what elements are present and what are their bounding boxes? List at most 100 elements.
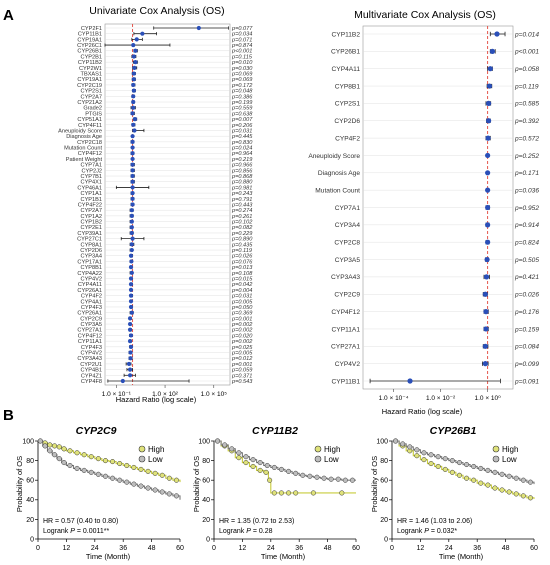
censor-mark (464, 461, 470, 468)
censor-mark (485, 482, 491, 488)
x-tick-label: 0 (212, 545, 216, 552)
y-tick-label: 80 (380, 458, 388, 465)
hazard-ratio-point (130, 236, 135, 241)
km-logrank-text: Logrank P = 0.032* (397, 528, 457, 535)
hazard-ratio-point (128, 287, 134, 293)
censor-mark (286, 490, 292, 496)
censor-mark (492, 485, 498, 491)
y-tick-label: 0 (30, 536, 34, 543)
row-label: CYP2D6 (80, 248, 102, 254)
p-value-label: p=0.371 (231, 373, 252, 379)
censor-mark (456, 460, 463, 466)
row-label: CYP11B2 (332, 31, 361, 38)
legend-marker (314, 455, 322, 463)
row-label: Grade2 (83, 106, 102, 112)
censor-mark (271, 464, 277, 471)
y-tick-label: 100 (376, 438, 388, 445)
y-tick-label: 100 (198, 438, 210, 445)
censor-mark (421, 450, 427, 456)
censor-mark (335, 476, 341, 482)
hazard-ratio-point (130, 168, 135, 173)
row-label: CYP4F11 (78, 123, 102, 129)
censor-mark (166, 491, 172, 497)
censor-mark (421, 457, 427, 463)
row-label: CYP2D6 (334, 118, 360, 125)
y-tick-label: 100 (22, 438, 34, 445)
censor-mark (88, 454, 94, 460)
row-label: CYP26A1 (77, 311, 102, 317)
p-value-label: p=0.069 (231, 72, 252, 78)
censor-mark (478, 480, 484, 486)
p-value-label: p=0.914 (514, 222, 539, 229)
row-label: CYP26C1 (77, 43, 102, 49)
p-value-label: p=0.824 (514, 240, 539, 247)
censor-mark (520, 477, 526, 483)
censor-mark (124, 479, 130, 485)
censor-mark (449, 458, 455, 464)
p-value-label: p=0.059 (231, 368, 252, 374)
p-value-label: p=0.020 (231, 333, 253, 339)
row-label: CYP4V2 (81, 276, 102, 282)
km-xlabel: Time (Month) (439, 552, 484, 561)
censor-mark (56, 444, 62, 450)
censor-mark (267, 477, 273, 483)
p-value-label: p=0.219 (231, 157, 252, 163)
censor-mark (442, 456, 448, 462)
hazard-ratio-point (130, 151, 135, 156)
x-tick-label: 60 (176, 545, 184, 552)
censor-mark (131, 481, 137, 487)
p-value-label: p=0.421 (514, 274, 539, 281)
row-label: CYP2B1 (81, 54, 102, 60)
row-label: CYP4A1 (81, 299, 102, 305)
censor-mark (442, 466, 448, 472)
row-label: CYP1A2 (81, 214, 102, 220)
censor-mark (159, 489, 165, 495)
hazard-ratio-point (128, 282, 134, 287)
row-label: CYP46A1 (77, 185, 102, 191)
row-label: CYP7B1 (81, 174, 102, 180)
row-label: CYP26A1 (77, 288, 102, 294)
censor-mark (314, 474, 320, 480)
km-hr-text: HR = 0.57 (0.40 to 0.80) (43, 518, 118, 525)
p-value-label: p=0.830 (231, 140, 253, 146)
censor-mark (47, 442, 53, 448)
row-label: CYP11A1 (332, 326, 361, 333)
row-label: CYP4F12 (331, 309, 360, 316)
p-value-label: p=0.856 (231, 168, 253, 174)
censor-mark (173, 493, 179, 499)
hazard-ratio-point (128, 304, 134, 310)
row-label: CYP2E1 (81, 225, 102, 231)
p-value-label: p=0.119 (514, 83, 539, 90)
hazard-ratio-point (131, 94, 136, 99)
p-value-label: p=0.880 (231, 180, 253, 186)
hazard-ratio-point (131, 99, 136, 105)
row-label: CYP7A1 (81, 163, 102, 169)
hazard-ratio-point (129, 242, 134, 247)
p-value-label: p=0.171 (514, 170, 539, 177)
hazard-ratio-point (484, 256, 490, 263)
row-label: CYP4Z1 (81, 373, 102, 379)
censor-mark (513, 475, 519, 481)
row-label: CYP1B2 (81, 220, 102, 226)
x-tick-label: 48 (148, 545, 156, 552)
censor-mark (56, 456, 62, 462)
p-value-label: p=0.108 (231, 271, 253, 277)
censor-mark (138, 466, 144, 472)
x-tick-label: 1.0 × 10⁻¹ (102, 391, 132, 398)
multivariate-title: Multivariate Cox Analysis (OS) (354, 9, 496, 21)
y-tick-label: 20 (26, 517, 34, 524)
p-value-label: p=0.048 (231, 89, 253, 95)
row-label: CYP4A11 (332, 66, 361, 73)
row-label: CYP11B1 (332, 378, 361, 385)
p-value-label: p=0.071 (231, 37, 252, 43)
univariate-xlabel: Hazard Ratio (log scale) (116, 395, 197, 404)
hazard-ratio-point (130, 173, 135, 179)
censor-mark (173, 477, 179, 483)
km-plot-cyp2c9: CYP2C9 Time (Month) Probability of OS HR… (15, 425, 184, 561)
censor-mark (131, 464, 137, 471)
p-value-label: p=0.042 (231, 282, 253, 288)
censor-mark (110, 459, 116, 465)
hazard-ratio-point (131, 82, 136, 88)
censor-mark (67, 462, 73, 469)
